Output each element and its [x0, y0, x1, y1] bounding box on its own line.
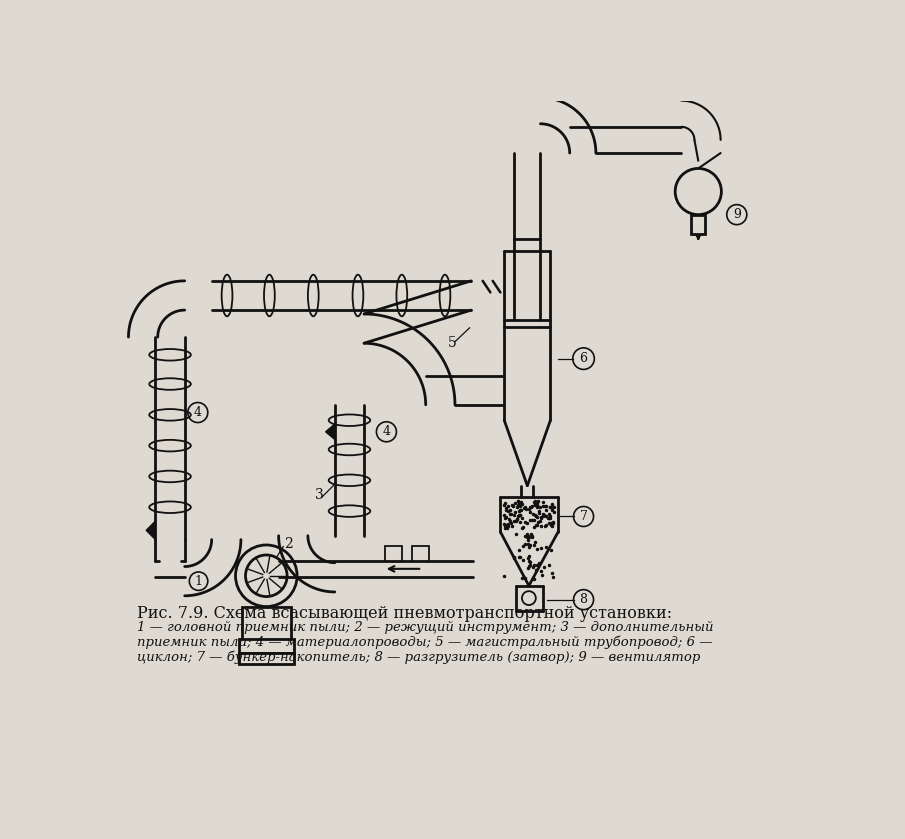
Bar [239, 639, 294, 653]
Text: 1: 1 [195, 575, 203, 587]
Bar [242, 607, 291, 641]
Text: Рис. 7.9. Схема всасывающей пневмотранспортной установки:: Рис. 7.9. Схема всасывающей пневмотрансп… [137, 605, 672, 622]
Text: 8: 8 [579, 593, 587, 606]
Bar [691, 215, 705, 234]
Bar [239, 653, 294, 664]
Polygon shape [326, 424, 335, 440]
Polygon shape [147, 521, 156, 539]
Bar [412, 545, 429, 561]
Text: 3: 3 [315, 488, 324, 502]
Text: 9: 9 [733, 208, 740, 221]
Text: 2: 2 [284, 537, 293, 551]
Text: циклон; 7 — бункер-накопитель; 8 — разгрузитель (затвор); 9 — вентилятор: циклон; 7 — бункер-накопитель; 8 — разгр… [137, 650, 700, 664]
Text: 4: 4 [194, 406, 202, 419]
Text: 7: 7 [579, 510, 587, 523]
Text: 6: 6 [579, 352, 587, 365]
Bar [385, 545, 402, 561]
Text: 5: 5 [448, 336, 457, 350]
Text: приемник пыли; 4 — материалопроводы; 5 — магистральный трубопровод; 6 —: приемник пыли; 4 — материалопроводы; 5 —… [137, 636, 712, 649]
Text: 4: 4 [383, 425, 390, 438]
Text: 1 — головной приемник пыли; 2 — режущий инструмент; 3 — дополнительный: 1 — головной приемник пыли; 2 — режущий … [137, 621, 713, 634]
